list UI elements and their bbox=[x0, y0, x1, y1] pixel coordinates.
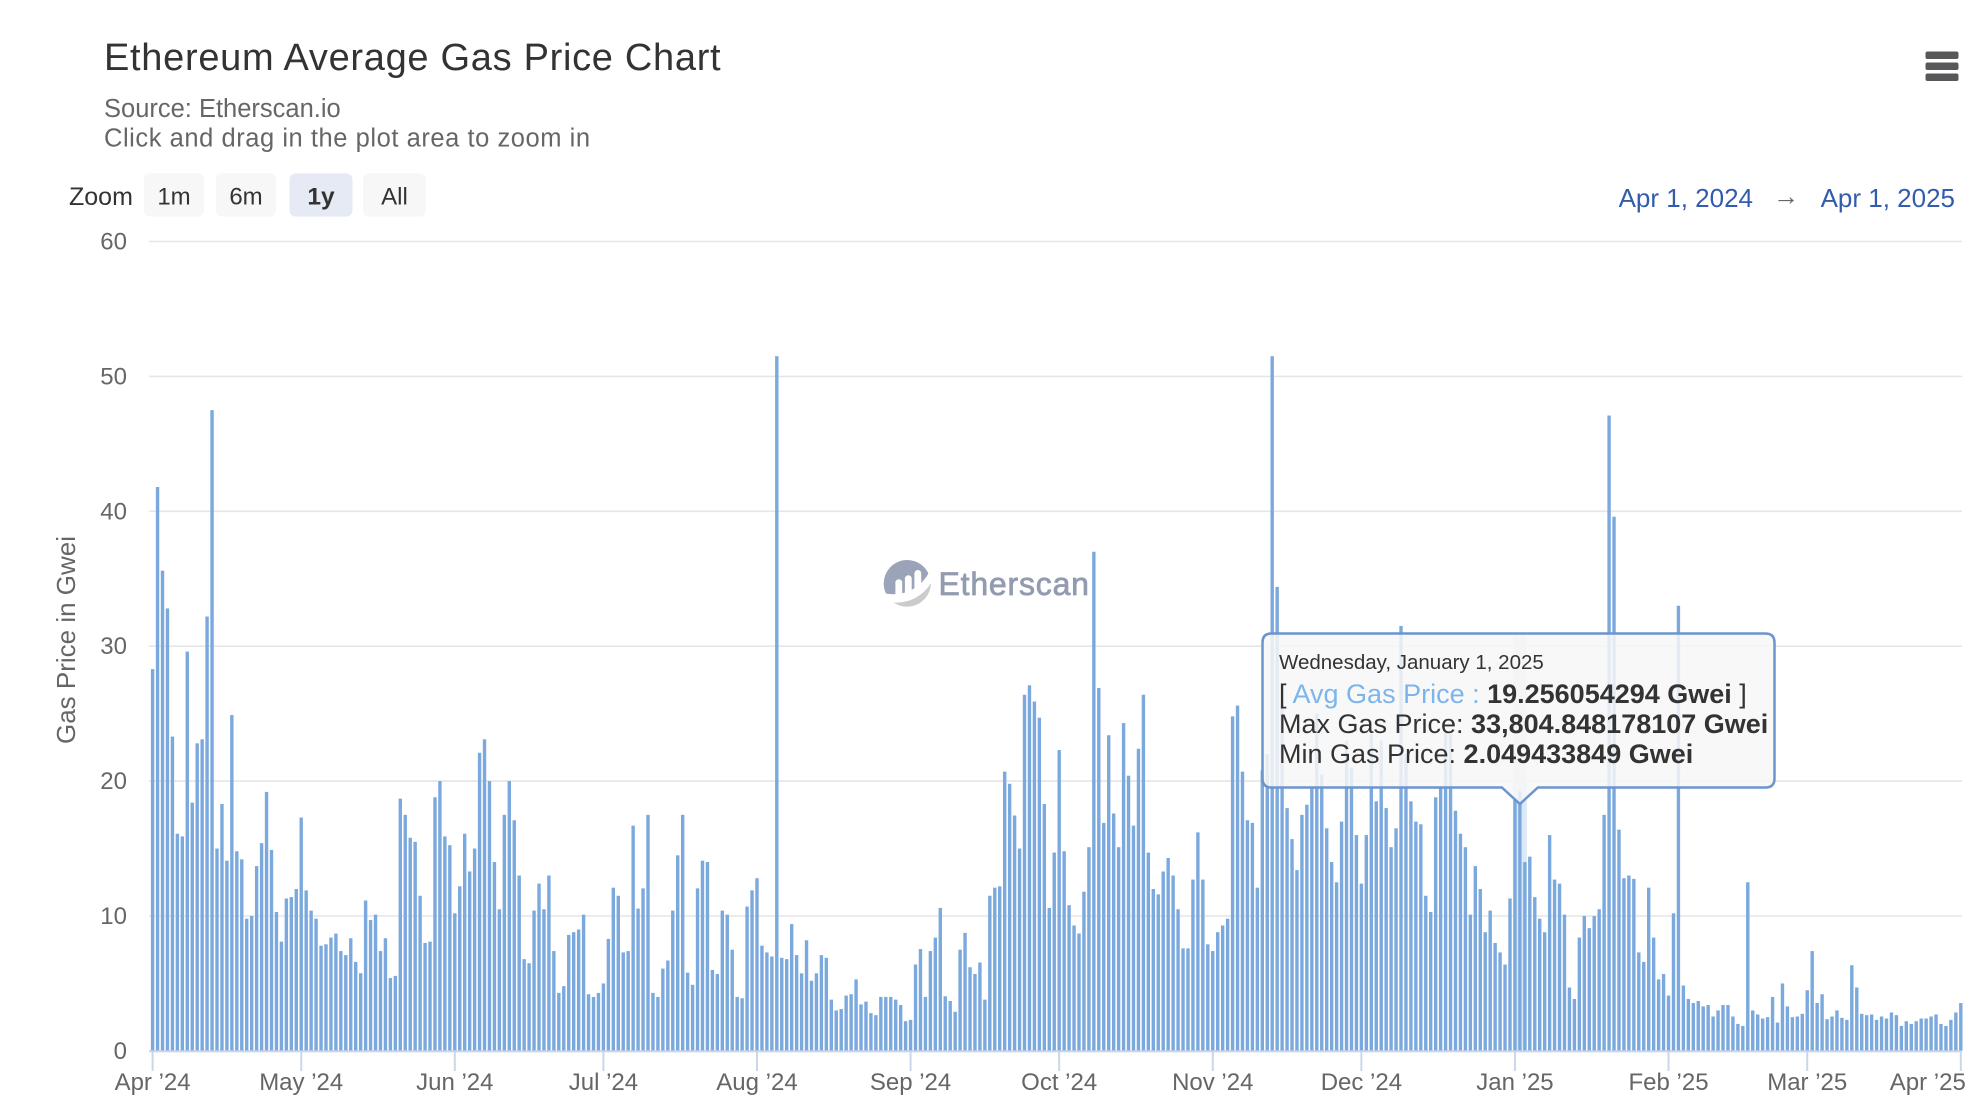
svg-text:Jul ’24: Jul ’24 bbox=[569, 1069, 638, 1096]
svg-text:Apr 1, 2025: Apr 1, 2025 bbox=[1821, 183, 1955, 213]
svg-text:10: 10 bbox=[100, 903, 127, 930]
svg-text:1m: 1m bbox=[157, 184, 190, 211]
svg-text:Source: Etherscan.io: Source: Etherscan.io bbox=[104, 95, 341, 123]
svg-text:1y: 1y bbox=[307, 184, 335, 211]
svg-text:→: → bbox=[1773, 181, 1799, 211]
svg-text:Dec ’24: Dec ’24 bbox=[1321, 1069, 1402, 1096]
svg-text:Gas Price in Gwei: Gas Price in Gwei bbox=[51, 536, 81, 744]
svg-text:Apr 1, 2024: Apr 1, 2024 bbox=[1619, 183, 1753, 213]
svg-text:20: 20 bbox=[100, 768, 127, 795]
svg-text:40: 40 bbox=[100, 498, 127, 525]
svg-text:50: 50 bbox=[100, 363, 127, 390]
svg-text:Max Gas Price: 33,804.84817810: Max Gas Price: 33,804.848178107 Gwei bbox=[1279, 709, 1768, 739]
svg-text:Jun ’24: Jun ’24 bbox=[416, 1069, 493, 1096]
svg-text:Click and drag in the plot are: Click and drag in the plot area to zoom … bbox=[104, 125, 591, 153]
svg-text:[ Avg Gas Price : 19.256054294: [ Avg Gas Price : 19.256054294 Gwei ] bbox=[1279, 679, 1747, 709]
svg-text:Sep ’24: Sep ’24 bbox=[870, 1069, 951, 1096]
svg-text:Mar ’25: Mar ’25 bbox=[1767, 1069, 1847, 1096]
svg-text:0: 0 bbox=[114, 1038, 127, 1065]
svg-text:Apr ’24: Apr ’24 bbox=[115, 1069, 191, 1096]
svg-text:6m: 6m bbox=[229, 184, 262, 211]
svg-text:60: 60 bbox=[100, 229, 127, 256]
svg-text:Apr ’25: Apr ’25 bbox=[1890, 1069, 1966, 1096]
svg-text:Aug ’24: Aug ’24 bbox=[716, 1069, 797, 1096]
svg-text:Feb ’25: Feb ’25 bbox=[1628, 1069, 1708, 1096]
svg-text:Min Gas Price: 2.049433849 Gwe: Min Gas Price: 2.049433849 Gwei bbox=[1279, 739, 1693, 769]
svg-text:Zoom: Zoom bbox=[69, 183, 133, 211]
svg-text:Oct ’24: Oct ’24 bbox=[1021, 1069, 1097, 1096]
svg-text:All: All bbox=[381, 184, 408, 211]
svg-text:30: 30 bbox=[100, 633, 127, 660]
svg-text:Jan ’25: Jan ’25 bbox=[1476, 1069, 1553, 1096]
svg-text:Etherscan: Etherscan bbox=[939, 566, 1090, 602]
svg-text:May ’24: May ’24 bbox=[259, 1069, 343, 1096]
svg-text:Nov ’24: Nov ’24 bbox=[1172, 1069, 1253, 1096]
svg-text:Ethereum Average Gas Price Cha: Ethereum Average Gas Price Chart bbox=[104, 37, 721, 79]
svg-text:Wednesday, January 1, 2025: Wednesday, January 1, 2025 bbox=[1279, 651, 1544, 674]
